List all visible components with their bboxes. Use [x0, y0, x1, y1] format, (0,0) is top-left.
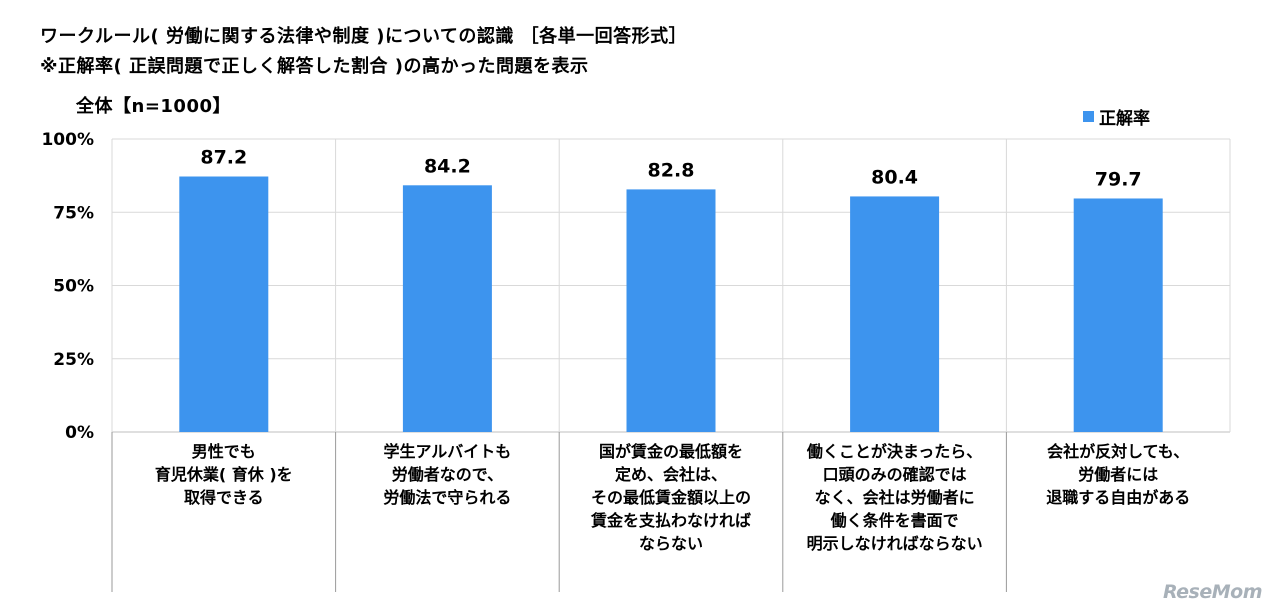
- category-label: 学生アルバイトも労働者なので、労働法で守られる: [383, 442, 511, 507]
- category-label-line: その最低賃金額以上の: [591, 488, 751, 507]
- category-label-line: 口頭のみの確認では: [823, 465, 967, 484]
- sample-size-label: 全体【n=1000】: [76, 96, 231, 117]
- category-label-line: 育児休業( 育休 )を: [155, 465, 293, 484]
- bar: [850, 196, 940, 432]
- category-label: 国が賃金の最低額を定め、会社は、その最低賃金額以上の賃金を支払わなければならない: [590, 442, 751, 553]
- y-tick-label: 100%: [41, 130, 94, 150]
- category-label-line: 明示しなければならない: [807, 534, 983, 553]
- category-label: 男性でも育児休業( 育休 )を取得できる: [155, 442, 293, 507]
- category-label-line: なく、会社は労働者に: [815, 488, 975, 507]
- legend: 正解率: [1083, 104, 1150, 129]
- bar: [626, 189, 716, 432]
- chart-title: ワークルール( 労働に関する法律や制度 )についての認識 ［各単一回答形式］: [40, 26, 688, 47]
- category-label-line: 労働法で守られる: [383, 488, 511, 507]
- bar: [1073, 198, 1163, 432]
- category-label-line: 定め、会社は、: [614, 465, 727, 484]
- y-tick-label: 0%: [65, 423, 94, 443]
- data-label: 80.4: [871, 166, 918, 188]
- category-label-line: 国が賃金の最低額を: [599, 442, 743, 461]
- category-label-line: 男性でも: [192, 442, 256, 461]
- chart-subtitle: ※正解率( 正誤問題で正しく解答した割合 )の高かった問題を表示: [40, 56, 589, 77]
- category-label-line: 退職する自由がある: [1046, 488, 1190, 507]
- resemom-logo: ReseMom: [1162, 581, 1263, 603]
- data-label: 79.7: [1095, 168, 1142, 190]
- y-tick-label: 50%: [53, 277, 94, 297]
- category-label-line: ならない: [639, 534, 703, 553]
- legend-label: 正解率: [1099, 109, 1150, 129]
- y-tick-label: 75%: [53, 203, 94, 223]
- legend-swatch: [1083, 111, 1094, 122]
- category-label: 会社が反対しても、労働者には退職する自由がある: [1046, 442, 1190, 507]
- category-label-line: 学生アルバイトも: [383, 442, 511, 461]
- category-label: 働くことが決まったら、口頭のみの確認ではなく、会社は労働者に働く条件を書面で明示…: [806, 442, 983, 553]
- category-label-line: 働くことが決まったら、: [806, 442, 982, 461]
- category-label-line: 取得できる: [184, 488, 264, 507]
- category-label-line: 会社が反対しても、: [1047, 442, 1189, 461]
- bar: [402, 185, 492, 432]
- category-label-line: 労働者なので、: [392, 465, 503, 484]
- data-label: 87.2: [200, 147, 247, 169]
- category-label-line: 賃金を支払わなければ: [590, 511, 751, 530]
- bar: [179, 176, 269, 432]
- data-label: 84.2: [424, 155, 471, 177]
- category-label-line: 働く条件を書面で: [830, 511, 959, 530]
- category-label-line: 労働者には: [1078, 465, 1158, 484]
- y-tick-label: 25%: [53, 350, 94, 370]
- data-label: 82.8: [648, 159, 695, 181]
